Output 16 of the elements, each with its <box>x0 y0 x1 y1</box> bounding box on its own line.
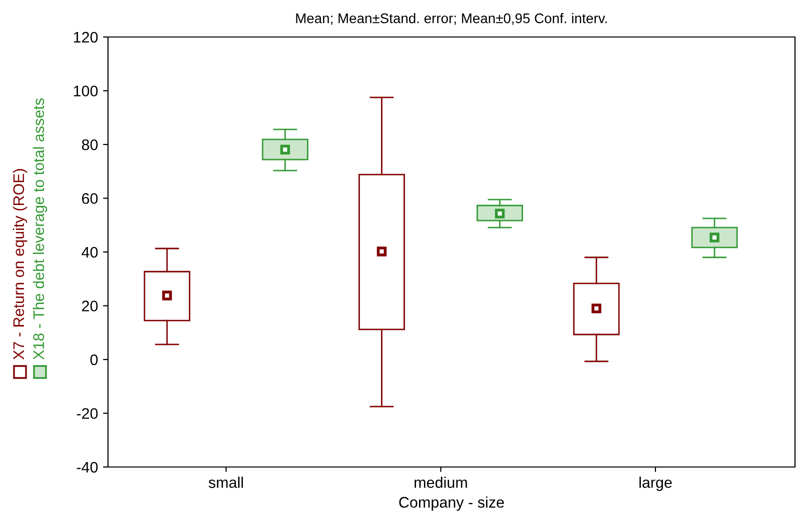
chart-title: Mean; Mean±Stand. error; Mean±0,95 Conf. interv. <box>296 13 607 25</box>
y-tick-label: 20 <box>82 300 98 312</box>
x-tick-label: large <box>639 476 672 491</box>
text: X18 - The debt leverage to total assets <box>32 98 48 360</box>
y-tick-label: 0 <box>90 354 98 366</box>
y-tick-label: -40 <box>76 462 98 473</box>
x-axis-title: Company - size <box>399 496 504 511</box>
y-tick-label: 100 <box>74 86 98 96</box>
text: X7 - Return on equity (ROE) <box>12 169 28 360</box>
y-tick-label: 60 <box>82 193 98 204</box>
y-tick-label: 120 <box>74 32 98 43</box>
y-tick-label: 80 <box>82 139 98 150</box>
y-tick-label: -20 <box>76 408 98 419</box>
x-tick-label: medium <box>414 476 467 488</box>
y-tick-label: 40 <box>82 246 98 258</box>
x-tick-label: small <box>208 476 243 488</box>
